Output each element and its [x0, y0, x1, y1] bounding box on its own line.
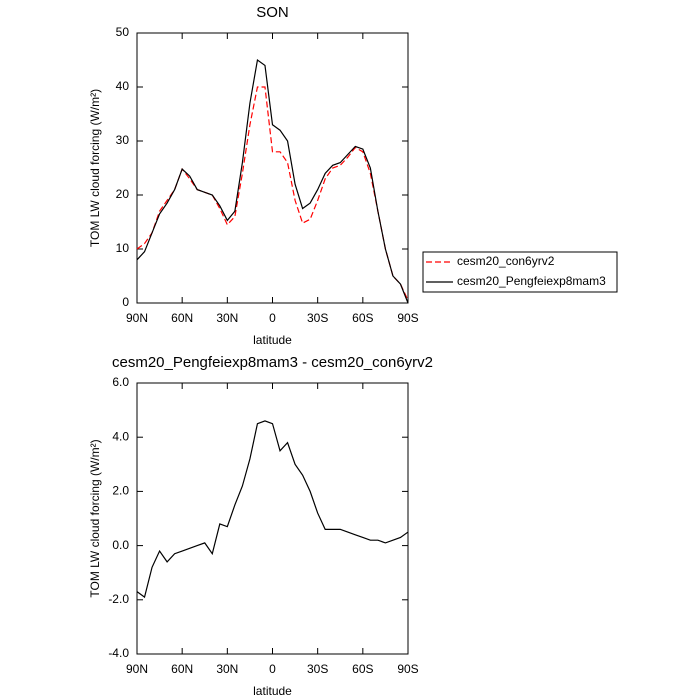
- x-tick-label: 60N: [171, 662, 193, 676]
- x-tick-label: 60N: [171, 311, 193, 325]
- x-tick-label: 30N: [216, 311, 238, 325]
- y-tick-label: 6.0: [112, 375, 129, 389]
- x-tick-label: 90S: [397, 311, 418, 325]
- diff-line: [136, 420, 409, 599]
- y-tick-label: 30: [116, 133, 130, 147]
- y-tick-label: 2.0: [112, 484, 129, 498]
- y-axis-label: TOM LW cloud forcing (W/m²): [88, 439, 102, 597]
- x-tick-label: 60S: [352, 311, 373, 325]
- y-tick-label: -4.0: [108, 646, 129, 660]
- y-tick-label: 0.0: [112, 538, 129, 552]
- y-tick-label: 0: [122, 295, 129, 309]
- x-tick-label: 0: [269, 662, 276, 676]
- y-tick-label: 20: [116, 187, 130, 201]
- y-tick-label: 50: [116, 25, 130, 39]
- x-axis-label: latitude: [253, 684, 292, 698]
- legend-label: cesm20_con6yrv2: [457, 254, 555, 268]
- x-tick-label: 30N: [216, 662, 238, 676]
- x-tick-label: 0: [269, 311, 276, 325]
- x-tick-label: 90N: [126, 311, 148, 325]
- plot-frame: [136, 32, 409, 304]
- y-axis-label: TOM LW cloud forcing (W/m²): [88, 89, 102, 247]
- legend-box: [422, 251, 618, 293]
- x-tick-label: 60S: [352, 662, 373, 676]
- y-tick-label: 40: [116, 79, 130, 93]
- x-axis-label: latitude: [253, 333, 292, 347]
- chart-title: SON: [256, 4, 289, 21]
- y-tick-label: 4.0: [112, 429, 129, 443]
- x-tick-label: 30S: [307, 311, 328, 325]
- series-line: [136, 58, 409, 304]
- y-tick-label: 10: [116, 241, 130, 255]
- legend-label: cesm20_Pengfeiexp8mam3: [457, 274, 606, 288]
- y-tick-label: -2.0: [108, 592, 129, 606]
- x-tick-label: 30S: [307, 662, 328, 676]
- chart-title: cesm20_Pengfeiexp8mam3 - cesm20_con6yrv2: [112, 354, 433, 371]
- series-line: [136, 86, 409, 301]
- x-tick-label: 90S: [397, 662, 418, 676]
- x-tick-label: 90N: [126, 662, 148, 676]
